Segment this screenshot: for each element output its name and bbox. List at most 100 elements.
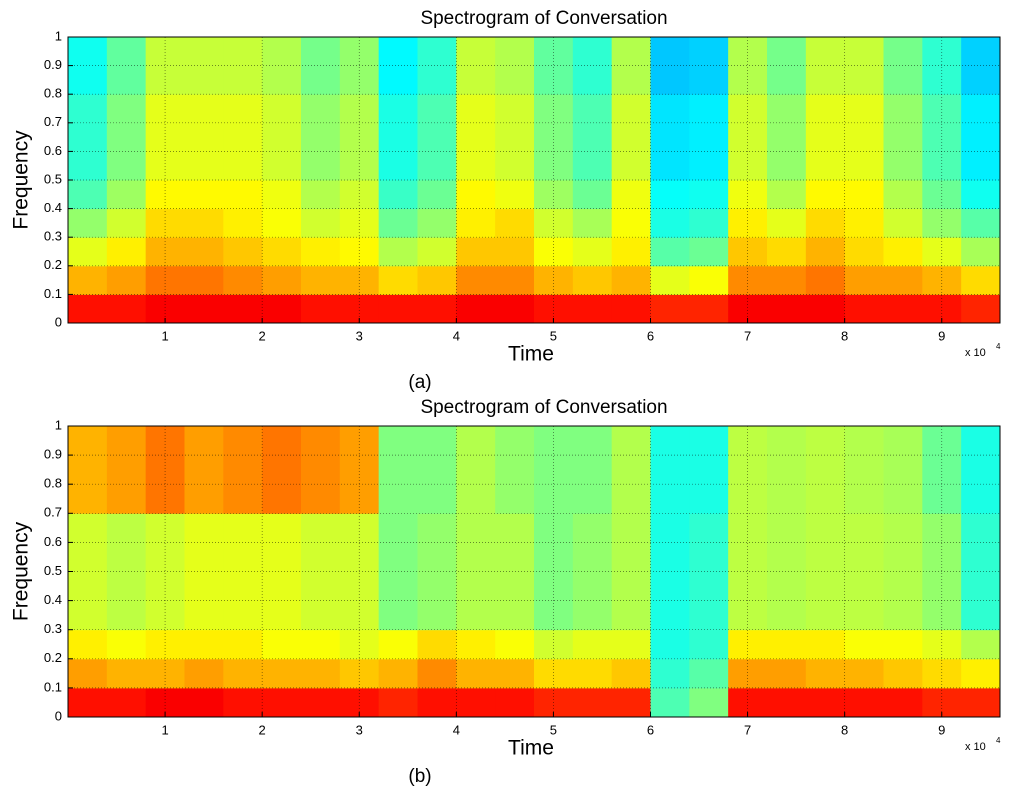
cell <box>223 265 263 295</box>
cell <box>495 455 535 485</box>
cell <box>68 571 108 602</box>
y-tick-label: 0.3 <box>44 621 62 636</box>
cell <box>417 265 457 295</box>
cell <box>378 629 418 660</box>
cell <box>184 600 224 631</box>
y-tick-label: 0.1 <box>44 679 62 694</box>
y-tick-label: 0.6 <box>44 143 62 158</box>
cell <box>611 294 651 324</box>
y-tick-label: 0.9 <box>44 57 62 72</box>
x-axis-label: Time <box>508 737 554 760</box>
cell <box>417 658 457 689</box>
cell <box>689 455 729 485</box>
cell <box>922 237 962 267</box>
cell <box>339 426 380 456</box>
cell <box>106 65 147 95</box>
cell <box>378 455 418 485</box>
cell <box>378 542 418 572</box>
y-tick-label: 0.8 <box>44 86 62 101</box>
x-tick-label: 8 <box>841 722 848 737</box>
cell <box>572 513 613 543</box>
cell <box>844 94 884 124</box>
y-tick-label: 0.3 <box>44 229 62 244</box>
cell <box>650 484 690 514</box>
cell <box>805 513 846 543</box>
cell <box>728 455 768 485</box>
x-multiplier: x 10 <box>965 741 986 753</box>
y-tick-label: 0.5 <box>44 563 62 578</box>
cell <box>572 687 613 718</box>
cell <box>844 658 884 689</box>
cell <box>339 65 380 95</box>
x-tick-label: 2 <box>259 328 266 343</box>
cell <box>728 65 768 95</box>
x-tick-label: 6 <box>647 328 654 343</box>
cell <box>767 426 807 456</box>
cell <box>572 94 613 124</box>
cell <box>68 542 108 572</box>
cell <box>301 658 341 689</box>
cell <box>68 658 108 689</box>
cell <box>728 151 768 181</box>
cell <box>495 65 535 95</box>
cell <box>689 687 729 718</box>
cell <box>883 237 923 267</box>
cell <box>106 294 147 324</box>
cell <box>106 687 147 718</box>
cell <box>961 455 1001 485</box>
cell <box>301 180 341 210</box>
x-tick-label: 1 <box>161 328 168 343</box>
cell <box>767 65 807 95</box>
cell <box>883 151 923 181</box>
cell <box>611 513 651 543</box>
cell <box>223 294 263 324</box>
cell <box>805 687 846 718</box>
cell <box>378 484 418 514</box>
cell <box>611 629 651 660</box>
cell <box>378 265 418 295</box>
cell <box>883 180 923 210</box>
cell <box>650 571 690 602</box>
cell <box>961 294 1001 324</box>
cell <box>301 94 341 124</box>
cell <box>611 180 651 210</box>
cell <box>689 426 729 456</box>
cell <box>106 455 147 485</box>
cell <box>495 151 535 181</box>
cell <box>572 629 613 660</box>
cell <box>844 426 884 456</box>
cell <box>961 484 1001 514</box>
cell <box>68 455 108 485</box>
cell <box>262 37 302 67</box>
cell <box>883 542 923 572</box>
cell <box>611 122 651 152</box>
cell <box>262 629 302 660</box>
cell <box>378 294 418 324</box>
cell <box>456 629 496 660</box>
cell <box>572 658 613 689</box>
cell <box>611 658 651 689</box>
cell <box>572 208 613 238</box>
cell <box>106 208 147 238</box>
x-tick-label: 7 <box>744 328 751 343</box>
cell <box>495 600 535 631</box>
cell <box>689 94 729 124</box>
plot-frame <box>67 36 1001 324</box>
cell <box>378 94 418 124</box>
cell <box>922 151 962 181</box>
cell <box>417 629 457 660</box>
cell <box>689 265 729 295</box>
cell <box>883 265 923 295</box>
cell <box>495 37 535 67</box>
cell <box>961 542 1001 572</box>
cell <box>805 455 846 485</box>
cell <box>301 265 341 295</box>
cell <box>767 629 807 660</box>
cell <box>184 513 224 543</box>
cell <box>223 455 263 485</box>
cell <box>767 94 807 124</box>
cell <box>184 122 224 152</box>
cell <box>495 265 535 295</box>
cell <box>456 687 496 718</box>
cell <box>844 37 884 67</box>
